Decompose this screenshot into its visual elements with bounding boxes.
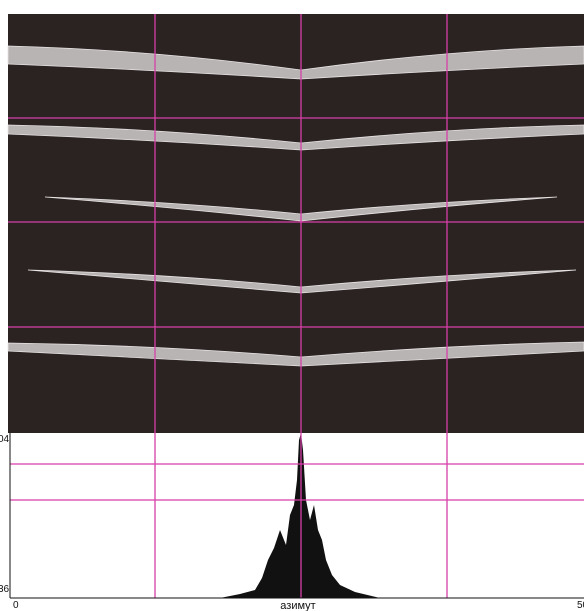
profile: [220, 433, 380, 598]
y-bottom-label: 36: [0, 584, 10, 595]
x-start-label: 0: [13, 600, 19, 611]
x-axis-title: азимут: [280, 600, 315, 611]
x-end-label: 50: [577, 600, 584, 611]
y-top-label: 04: [0, 434, 10, 445]
radar-image: 04 36 0 50 азимут: [0, 0, 584, 611]
profile-peak: [220, 433, 380, 598]
